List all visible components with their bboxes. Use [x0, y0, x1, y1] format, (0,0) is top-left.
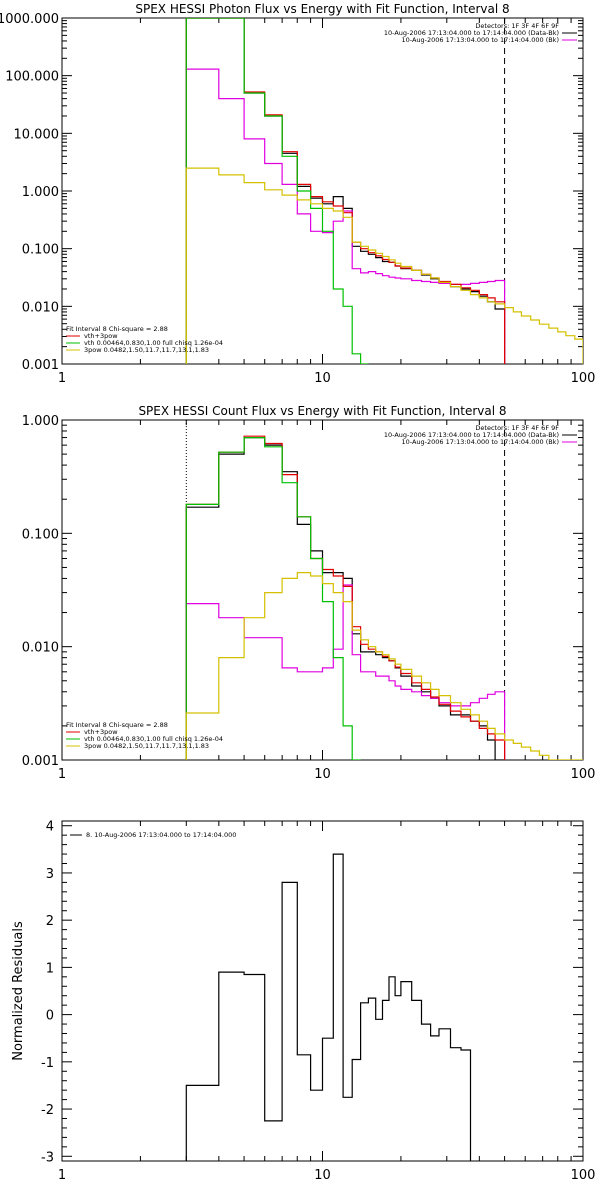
chart-panel-1: SPEX HESSI Photon Flux vs Energy with Fi… — [0, 2, 595, 386]
y-tick-label: 10.000 — [14, 127, 60, 142]
legend-label: 10-Aug-2006 17:13:04.000 to 17:14:04.000… — [402, 438, 559, 446]
y-tick-label: 100.000 — [5, 70, 59, 85]
legend-label: vth 0.00464,0.830,1.00 full chisq 1.26e-… — [84, 339, 223, 347]
y-axis-ticks — [62, 825, 583, 1157]
y-tick-label: 1000.000 — [0, 12, 59, 27]
x-tick-label: 100 — [571, 1168, 596, 1183]
legend-label: 10-Aug-2006 17:13:04.000 to 17:14:04.000… — [402, 36, 559, 44]
y-tick-label: 1.000 — [22, 414, 59, 429]
x-tick-label: 100 — [571, 371, 596, 386]
legend-header: Detectors: 1F 3F 4F 6F 9F — [475, 22, 559, 30]
x-tick-label: 1 — [58, 767, 66, 782]
legend-header: Fit Interval 8 Chi-square = 2.88 — [66, 721, 168, 729]
legend-bottom: Fit Interval 8 Chi-square = 2.88vth+3pow… — [66, 721, 223, 750]
y-tick-label: 0.010 — [22, 300, 59, 315]
y-tick-label: 0 — [46, 1009, 54, 1024]
x-tick-label: 10 — [314, 371, 331, 386]
x-tick-label: 1 — [58, 1168, 66, 1183]
y-tick-label: 2 — [46, 914, 54, 929]
chart-panel-2: SPEX HESSI Count Flux vs Energy with Fit… — [22, 404, 596, 782]
y-axis-label: Normalized Residuals — [11, 921, 26, 1061]
y-tick-label: 1.000 — [22, 185, 59, 200]
legend-header: Detectors: 1F 3F 4F 6F 9F — [475, 424, 559, 432]
legend-label: 8. 10-Aug-2006 17:13:04.000 to 17:14:04.… — [86, 831, 236, 839]
y-tick-label: 1 — [46, 961, 54, 976]
y-axis-ticks — [62, 17, 583, 365]
y-axis-ticks — [62, 419, 583, 761]
y-tick-label: 4 — [46, 820, 54, 835]
y-tick-label: 3 — [46, 867, 54, 882]
plot-frame — [61, 820, 584, 1162]
x-tick-label: 10 — [314, 767, 331, 782]
chart-title: SPEX HESSI Count Flux vs Energy with Fit… — [138, 404, 506, 418]
y-tick-label: 0.001 — [22, 754, 59, 769]
legend-label: vth+3pow — [84, 332, 118, 340]
legend-bottom: Fit Interval 8 Chi-square = 2.88vth+3pow… — [66, 325, 223, 354]
y-tick-label: -1 — [41, 1056, 54, 1071]
legend-label: 10-Aug-2006 17:13:04.000 to 17:14:04.000… — [384, 29, 559, 37]
data-series-2 — [185, 584, 506, 760]
data-series-2 — [185, 68, 506, 364]
series-group — [185, 435, 583, 760]
legend-label: 3pow 0.0482,1.50,11.7,11.7,13.1,1.83 — [84, 742, 209, 750]
y-tick-label: 0.100 — [22, 527, 59, 542]
x-axis-ticks — [61, 821, 584, 1161]
legend-label: vth+3pow — [84, 728, 118, 736]
chart-title: SPEX HESSI Photon Flux vs Energy with Fi… — [135, 2, 509, 16]
data-series-4 — [185, 18, 369, 364]
y-tick-label: 0.010 — [22, 641, 59, 656]
data-series-1 — [185, 18, 506, 364]
data-series-5 — [185, 167, 583, 364]
y-tick-label: 0.001 — [22, 358, 59, 373]
data-series-5 — [185, 572, 583, 760]
y-tick-label: 0.100 — [22, 243, 59, 258]
x-tick-label: 10 — [314, 1168, 331, 1183]
x-axis-ticks — [61, 420, 584, 760]
series-group — [185, 853, 472, 1161]
legend-label: vth 0.00464,0.830,1.00 full chisq 1.26e-… — [84, 735, 223, 743]
data-series-4 — [185, 437, 361, 760]
series-group — [185, 18, 583, 364]
y-tick-label: -3 — [41, 1150, 54, 1165]
legend-label: 3pow 0.0482,1.50,11.7,11.7,13.1,1.83 — [84, 346, 209, 354]
data-series-3 — [185, 18, 506, 364]
legend-header: Fit Interval 8 Chi-square = 2.88 — [66, 325, 168, 333]
x-tick-label: 1 — [58, 371, 66, 386]
legend-label: 10-Aug-2006 17:13:04.000 to 17:14:04.000… — [384, 431, 559, 439]
x-tick-label: 100 — [571, 767, 596, 782]
y-tick-label: -2 — [41, 1103, 54, 1118]
data-series-1 — [185, 853, 472, 1161]
data-series-3 — [185, 435, 506, 760]
legend: 8. 10-Aug-2006 17:13:04.000 to 17:14:04.… — [70, 831, 236, 839]
